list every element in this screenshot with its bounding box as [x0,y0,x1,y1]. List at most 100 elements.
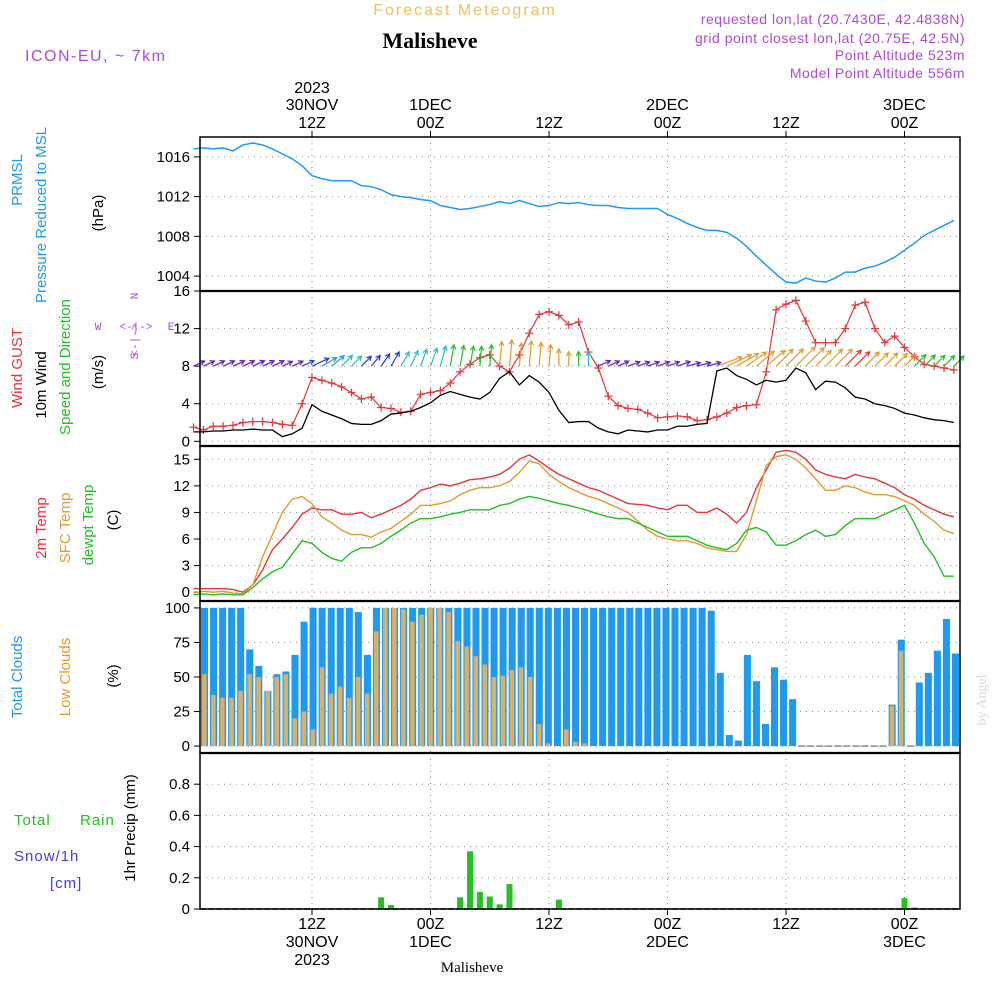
gust-marker [772,305,781,314]
wind-arrow [341,354,354,367]
gust-marker [742,401,751,410]
gust-marker [387,404,395,413]
wind-arrow [488,343,495,367]
wind-ytick-label: 8 [182,358,190,375]
panel-temperature: 0 3 6 9 12 15 [173,445,961,602]
total-cloud-bar [553,607,561,747]
wind-arrow [854,350,871,367]
low-cloud-bar [437,607,442,747]
wind-label: 10m Wind [33,351,50,419]
compass-west: W [95,322,102,334]
wind-arrow [321,357,338,367]
total-cloud-bar [291,654,299,747]
gust-marker [782,300,790,309]
clouds-unit: (%) [105,664,122,687]
gust-marker [219,422,228,431]
clouds-ytick-label: 25 [173,704,190,721]
wind-arrow [785,348,805,367]
dewpt-line [193,495,954,596]
wind-arrow [775,348,794,367]
temp-unit: (C) [105,510,122,531]
low-cloud-bar [337,686,343,747]
precip-total-label: Total [14,812,51,829]
wind-arrow [528,339,535,367]
total-cloud-bar [590,607,598,747]
low-cloud-bar [473,656,479,747]
low-cloud-bar [491,677,497,747]
bottom-time-label: 3DEC [883,934,926,951]
low-cloud-bar [500,675,506,747]
total-cloud-bar [780,679,788,747]
rain-bar [555,899,562,909]
wind-arrow [420,348,429,367]
gust-marker [545,307,553,316]
wind-arrow [585,350,592,367]
low-cloud-bar [292,718,298,747]
compass-south: S [130,352,142,359]
low-cloud-bar [383,607,388,747]
compass-east: E [168,322,175,334]
gust-marker [949,365,958,374]
low-cloud-bar [328,693,334,747]
wind-arrow [547,343,554,367]
gust-marker [357,395,366,404]
wind-arrow [687,360,702,367]
rain-bar [467,851,473,909]
wind-arrow [380,352,391,367]
total-cloud-bar [228,607,236,747]
footer-station: Malisheve [441,960,504,976]
total-cloud-bar [680,607,688,747]
top-time-label: 2023 [294,80,330,97]
wind-arrow [627,360,642,367]
gust-marker [604,392,613,401]
wind-arrow [736,352,760,367]
low-cloud-bar [247,674,252,747]
wind-arrow [400,350,410,367]
gust-marker [673,411,682,420]
temperature-ytick-label: 12 [173,478,190,495]
gust-marker [209,422,218,431]
low-cloud-bar [518,667,524,747]
top-time-label: 2DEC [646,97,689,114]
wind-arrow [565,350,572,367]
low-cloud-bar [229,697,234,747]
low-cloud-bar [283,674,289,747]
clouds-ytick-label: 50 [173,669,190,686]
temperature-ytick-label: 9 [182,504,190,521]
low-cloud-bar [256,677,261,747]
wind-arrow [874,351,890,367]
low-cloud-bar [563,729,569,747]
gust-marker [317,376,326,385]
wind-arrow [555,347,562,367]
wind-arrow [291,360,305,367]
temperature-frame [199,445,961,602]
gust-marker [752,400,761,409]
wind-arrow [498,340,505,367]
total-cloud-bar [761,723,770,747]
wind-compass: W <-|-> E N <-|-> S [95,293,175,360]
gust-marker [900,343,909,352]
low-cloud-bar [455,641,460,747]
total-cloud-bar [635,607,643,747]
gust-marker [416,390,425,399]
rain-bar [901,898,908,909]
total-cloud-bar [671,607,679,747]
wind-arrow [301,359,316,367]
pressure-ytick-label: 1008 [157,228,190,245]
wind-arrow [755,350,776,367]
gust-marker [594,364,603,373]
rain-bar [388,905,394,909]
total-cloud-bar [336,607,344,747]
temperature-ytick-label: 0 [182,584,190,601]
low-clouds-label: Low Clouds [57,638,74,716]
rain-bar [457,897,464,909]
gust-marker [683,412,692,421]
dewpt-label: dewpt Temp [80,485,97,566]
wind-arrow [647,360,661,367]
wind-arrow [351,355,363,367]
wind-arrow [795,346,816,367]
precip-snow-unit: [cm] [50,875,82,892]
gust-marker [258,417,267,426]
low-cloud-bar [301,711,307,747]
wind-arrow [449,343,457,367]
